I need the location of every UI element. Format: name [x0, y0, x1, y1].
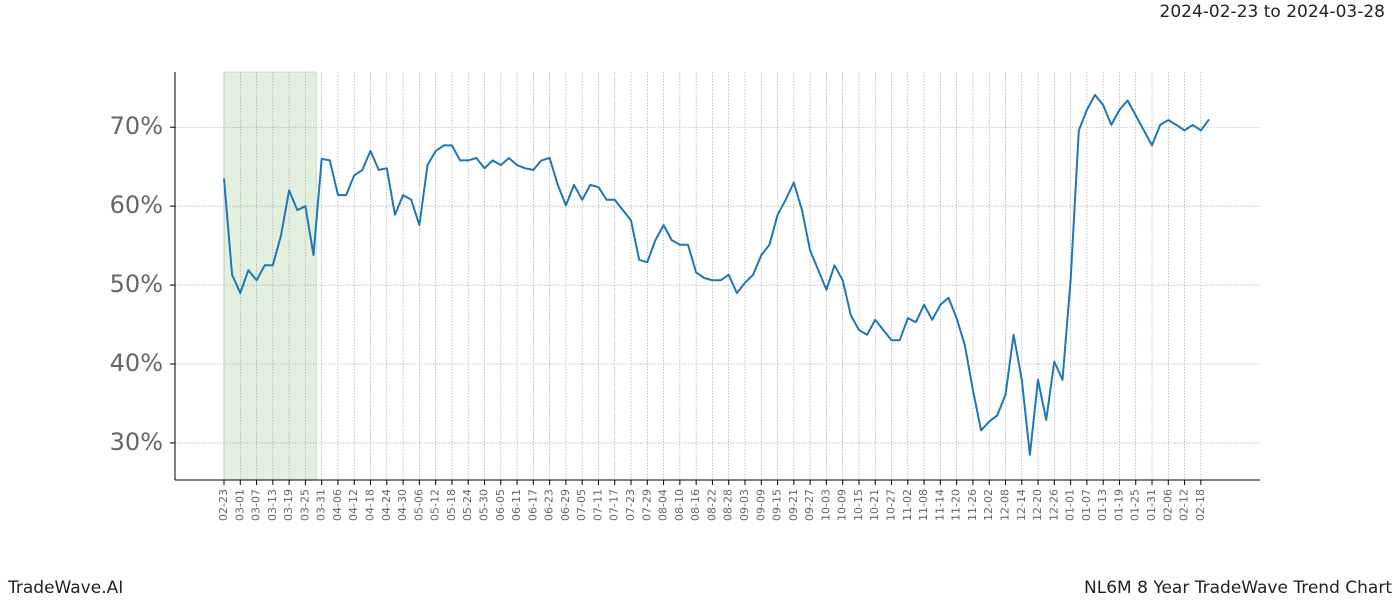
x-tick-label: 12-02 — [982, 489, 995, 521]
x-tick-label: 02-12 — [1178, 489, 1191, 521]
x-tick-label: 07-17 — [608, 489, 621, 521]
x-tick-label: 04-12 — [347, 489, 360, 521]
x-tick-label: 07-11 — [591, 489, 604, 521]
x-tick-label: 09-09 — [754, 489, 767, 521]
x-tick-label: 05-06 — [412, 489, 425, 521]
x-tick-label: 01-01 — [1064, 489, 1077, 521]
x-tick-label: 07-23 — [624, 489, 637, 521]
y-tick-label: 50% — [110, 270, 163, 298]
y-tick-label: 70% — [110, 112, 163, 140]
x-tick-label: 07-05 — [575, 489, 588, 521]
x-tick-label: 12-08 — [998, 489, 1011, 521]
y-tick-label: 60% — [110, 191, 163, 219]
x-tick-label: 03-01 — [233, 489, 246, 521]
x-tick-label: 11-20 — [950, 489, 963, 521]
x-tick-label: 01-31 — [1145, 489, 1158, 521]
x-tick-label: 11-02 — [901, 489, 914, 521]
x-tick-label: 07-29 — [640, 489, 653, 521]
x-tick-label: 09-03 — [738, 489, 751, 521]
x-tick-label: 09-15 — [771, 489, 784, 521]
x-tick-label: 12-14 — [1015, 489, 1028, 521]
x-tick-label: 05-12 — [429, 489, 442, 521]
x-tick-label: 03-13 — [266, 489, 279, 521]
x-tick-label: 06-29 — [559, 489, 572, 521]
x-tick-label: 04-30 — [396, 489, 409, 521]
subtitle: 2024-02-23 to 2024-03-28 — [1160, 2, 1385, 22]
x-tick-label: 10-03 — [819, 489, 832, 521]
x-tick-label: 05-30 — [477, 489, 490, 521]
x-tick-label: 08-04 — [657, 489, 670, 521]
x-tick-label: 08-10 — [673, 489, 686, 521]
x-tick-label: 04-24 — [380, 489, 393, 521]
x-tick-label: 06-05 — [494, 489, 507, 521]
brand: TradeWave.AI — [7, 578, 123, 598]
x-tick-label: 08-16 — [689, 489, 702, 521]
y-tick-label: 30% — [110, 428, 163, 456]
x-tick-label: 01-19 — [1112, 489, 1125, 521]
x-tick-label: 03-25 — [298, 489, 311, 521]
x-tick-label: 01-25 — [1129, 489, 1142, 521]
x-tick-label: 12-26 — [1047, 489, 1060, 521]
x-tick-label: 04-06 — [331, 489, 344, 521]
x-tick-label: 05-24 — [461, 489, 474, 521]
x-tick-label: 06-17 — [526, 489, 539, 521]
x-tick-label: 03-19 — [282, 489, 295, 521]
x-tick-label: 11-26 — [966, 489, 979, 521]
x-tick-label: 08-22 — [705, 489, 718, 521]
x-tick-label: 11-14 — [933, 489, 946, 521]
x-tick-label: 03-31 — [315, 489, 328, 521]
chart-title: NL6M 8 Year TradeWave Trend Chart — [1084, 578, 1392, 598]
x-tick-label: 05-18 — [445, 489, 458, 521]
x-tick-label: 01-13 — [1096, 489, 1109, 521]
highlight-span — [223, 71, 317, 481]
x-tick-label: 04-18 — [364, 489, 377, 521]
x-tick-label: 03-07 — [250, 489, 263, 521]
trend-line — [223, 93, 1210, 456]
x-tick-label: 02-18 — [1194, 489, 1207, 521]
x-tick-label: 10-15 — [852, 489, 865, 521]
x-tick-label: 12-20 — [1031, 489, 1044, 521]
x-tick-label: 06-11 — [510, 489, 523, 521]
x-tick-label: 08-28 — [722, 489, 735, 521]
x-tick-label: 09-27 — [803, 489, 816, 521]
y-tick-label: 40% — [110, 349, 163, 377]
x-tick-label: 10-27 — [885, 489, 898, 521]
x-tick-label: 10-09 — [836, 489, 849, 521]
x-tick-label: 06-23 — [543, 489, 556, 521]
x-tick-label: 02-06 — [1161, 489, 1174, 521]
x-tick-label: 01-07 — [1080, 489, 1093, 521]
x-tick-label: 09-21 — [787, 489, 800, 521]
x-tick-label: 10-21 — [868, 489, 881, 521]
x-tick-label: 11-08 — [917, 489, 930, 521]
x-tick-label: 02-23 — [217, 489, 230, 521]
